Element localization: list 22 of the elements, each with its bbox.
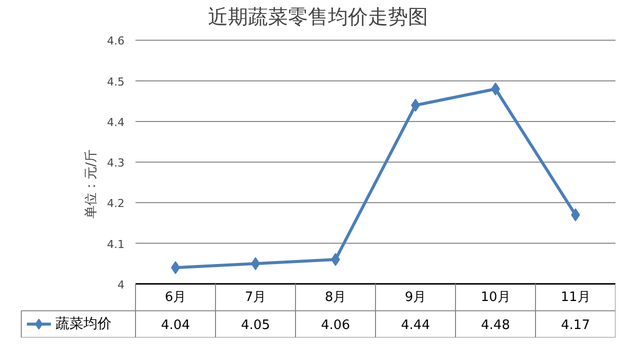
- x-tick-label: 9月: [404, 290, 426, 305]
- y-tick-label: 4: [118, 278, 124, 292]
- x-tick-label: 10月: [480, 290, 510, 305]
- y-tick-label: 4.6: [107, 34, 125, 48]
- y-tick-label: 4.5: [107, 75, 125, 88]
- x-tick-label: 11月: [560, 290, 590, 305]
- x-tick-label: 8月: [324, 290, 346, 305]
- data-label: 4.17: [561, 318, 590, 334]
- y-tick-label: 4.4: [107, 116, 125, 129]
- data-label: 4.05: [241, 318, 270, 334]
- y-tick-label: 4.3: [107, 156, 125, 170]
- x-tick-label: 7月: [244, 290, 266, 305]
- y-axis-title: 单位：元/斤: [84, 149, 100, 219]
- data-label: 4.06: [321, 318, 350, 334]
- data-label: 4.04: [161, 318, 190, 334]
- chart-title: 近期蔬菜零售均价走势图: [208, 4, 428, 28]
- y-tick-label: 4.2: [107, 197, 125, 210]
- data-label: 4.44: [401, 318, 430, 334]
- data-label: 4.48: [481, 318, 510, 334]
- x-tick-label: 6月: [164, 290, 186, 305]
- legend-label: 蔬菜均价: [56, 316, 112, 332]
- y-tick-label: 4.1: [107, 238, 125, 251]
